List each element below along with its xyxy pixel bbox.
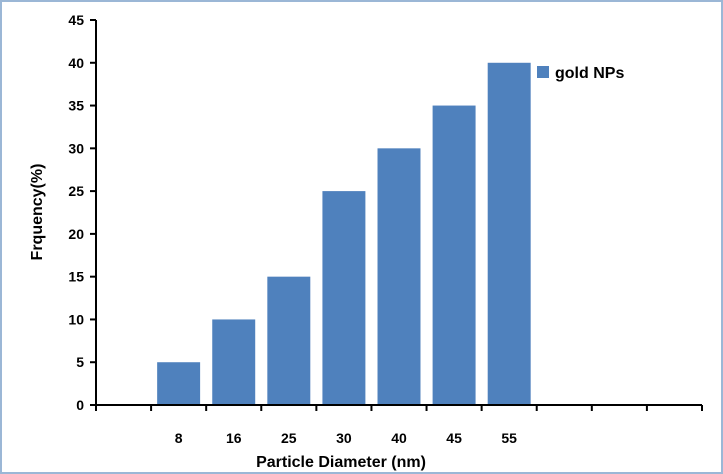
x-tick-label: 8 <box>175 430 183 446</box>
y-tick-label: 0 <box>76 397 84 413</box>
y-tick-label: 40 <box>68 55 84 71</box>
legend-swatch <box>537 66 549 78</box>
x-tick-label: 40 <box>391 430 407 446</box>
bar <box>322 191 366 405</box>
bar <box>157 362 201 405</box>
x-tick-label: 55 <box>501 430 517 446</box>
y-axis-ticks: 0 5 10 15 20 25 30 35 40 45 <box>68 12 96 413</box>
x-tick-label: 45 <box>446 430 462 446</box>
y-tick-label: 5 <box>76 354 84 370</box>
bars <box>157 62 531 406</box>
y-tick-label: 45 <box>68 12 84 28</box>
x-tick-label: 25 <box>281 430 297 446</box>
y-tick-label: 35 <box>68 98 84 114</box>
bar <box>212 319 256 405</box>
y-tick-label: 30 <box>68 140 84 156</box>
y-tick-label: 25 <box>68 183 84 199</box>
bar <box>487 62 531 406</box>
x-tick-label: 30 <box>336 430 352 446</box>
y-tick-label: 20 <box>68 226 84 242</box>
x-tick-label: 16 <box>226 430 242 446</box>
y-tick-label: 15 <box>68 269 84 285</box>
x-axis-title: Particle Diameter (nm) <box>256 454 426 471</box>
legend-label: gold NPs <box>555 65 624 82</box>
y-tick-label: 10 <box>68 311 84 327</box>
y-axis-title: Frquency(%) <box>29 164 46 261</box>
bar <box>377 148 421 406</box>
legend: gold NPs <box>537 65 624 82</box>
bar <box>432 105 476 406</box>
bar <box>267 276 311 405</box>
x-axis-ticks: 8 16 25 30 40 45 55 <box>95 405 703 446</box>
